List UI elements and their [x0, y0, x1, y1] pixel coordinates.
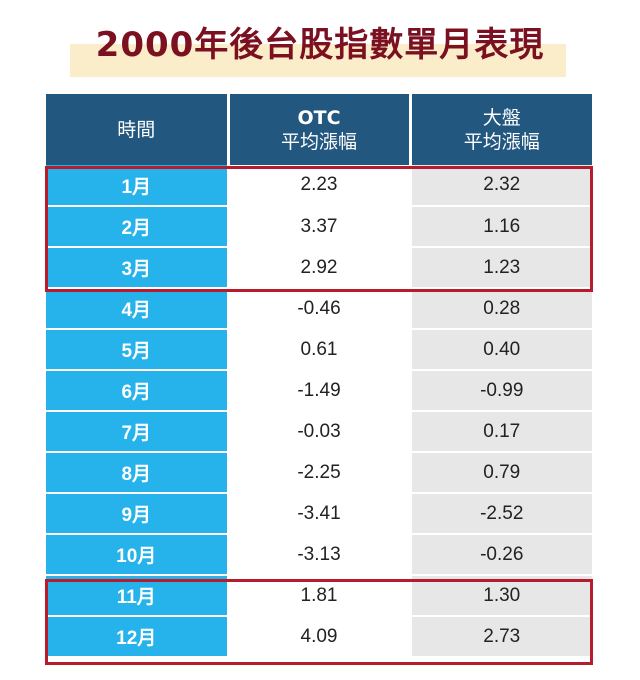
market-cell: 1.16 [408, 206, 592, 248]
table-row: 4月 -0.46 0.28 [46, 288, 592, 330]
header-market: 大盤 平均漲幅 [410, 94, 592, 165]
header-time-label: 時間 [117, 118, 156, 141]
month-cell: 1月 [46, 165, 230, 207]
market-cell: -0.26 [408, 534, 592, 576]
market-cell: 2.73 [408, 616, 592, 658]
market-cell: -0.99 [408, 370, 592, 412]
table-row: 1月 2.23 2.32 [46, 165, 592, 207]
month-cell: 5月 [46, 329, 230, 371]
header-otc: OTC 平均漲幅 [228, 94, 412, 165]
otc-cell: -2.25 [228, 452, 410, 494]
table-row: 9月 -3.41 -2.52 [46, 493, 592, 535]
month-cell: 10月 [46, 534, 230, 576]
market-cell: 1.30 [408, 575, 592, 617]
month-cell: 3月 [46, 247, 230, 289]
header-time: 時間 [46, 94, 230, 165]
header-otc-line2: 平均漲幅 [280, 130, 357, 153]
otc-cell: 1.81 [228, 575, 410, 617]
header-market-line1: 大盤 [482, 106, 521, 129]
month-cell: 7月 [46, 411, 230, 453]
market-cell: 0.40 [408, 329, 592, 371]
table-row: 2月 3.37 1.16 [46, 206, 592, 248]
market-cell: 1.23 [408, 247, 592, 289]
month-cell: 12月 [46, 616, 230, 658]
otc-cell: 3.37 [228, 206, 410, 248]
table-row: 12月 4.09 2.73 [46, 616, 592, 658]
table-header-row: 時間 OTC 平均漲幅 大盤 平均漲幅 [46, 94, 592, 165]
month-cell: 2月 [46, 206, 230, 248]
otc-cell: -0.03 [228, 411, 410, 453]
table-row: 3月 2.92 1.23 [46, 247, 592, 289]
table-row: 6月 -1.49 -0.99 [46, 370, 592, 412]
market-cell: 0.17 [408, 411, 592, 453]
market-cell: -2.52 [408, 493, 592, 535]
month-cell: 8月 [46, 452, 230, 494]
month-cell: 4月 [46, 288, 230, 330]
otc-cell: -3.41 [228, 493, 410, 535]
otc-cell: -0.46 [228, 288, 410, 330]
monthly-performance-table: 時間 OTC 平均漲幅 大盤 平均漲幅 1月 2.23 2.32 2月 3.37… [46, 94, 592, 658]
market-cell: 0.28 [408, 288, 592, 330]
table-row: 10月 -3.13 -0.26 [46, 534, 592, 576]
header-otc-line1: OTC [297, 106, 341, 129]
otc-cell: 2.23 [228, 165, 410, 207]
title-area: 2000年後台股指數單月表現 [0, 0, 640, 90]
otc-cell: 2.92 [228, 247, 410, 289]
market-cell: 0.79 [408, 452, 592, 494]
month-cell: 9月 [46, 493, 230, 535]
otc-cell: 4.09 [228, 616, 410, 658]
table-row: 11月 1.81 1.30 [46, 575, 592, 617]
header-market-line2: 平均漲幅 [463, 130, 540, 153]
table-row: 5月 0.61 0.40 [46, 329, 592, 371]
otc-cell: -3.13 [228, 534, 410, 576]
table-row: 8月 -2.25 0.79 [46, 452, 592, 494]
market-cell: 2.32 [408, 165, 592, 207]
otc-cell: 0.61 [228, 329, 410, 371]
month-cell: 11月 [46, 575, 230, 617]
title-highlight-band [70, 44, 566, 77]
table-row: 7月 -0.03 0.17 [46, 411, 592, 453]
page-title: 2000年後台股指數單月表現 [95, 25, 545, 65]
month-cell: 6月 [46, 370, 230, 412]
otc-cell: -1.49 [228, 370, 410, 412]
